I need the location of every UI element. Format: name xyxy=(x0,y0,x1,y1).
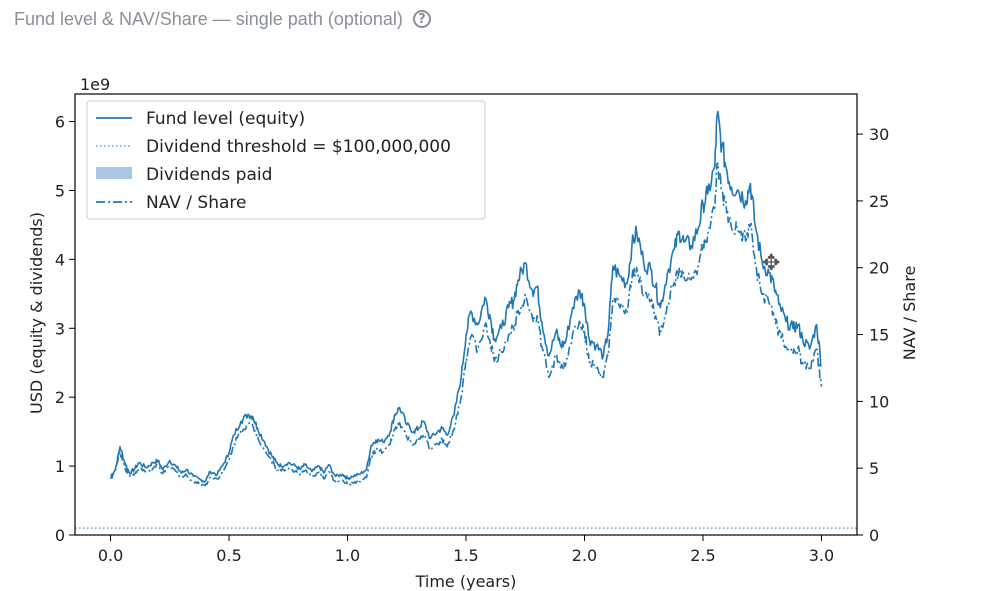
series-nav-share xyxy=(109,162,823,488)
legend-box xyxy=(86,100,486,220)
x-tick-label: 3.0 xyxy=(809,546,834,565)
y2-tick-label: 15 xyxy=(869,326,889,345)
x-tick-label: 0.0 xyxy=(98,546,123,565)
y-tick-label: 0 xyxy=(55,526,65,545)
caption-title: Fund level & NAV/Share — single path (op… xyxy=(14,8,403,29)
legend-label-threshold: Dividend threshold = $100,000,000 xyxy=(146,137,451,157)
y-tick-label: 2 xyxy=(55,388,65,407)
x-tick-label: 2.5 xyxy=(690,546,715,565)
y-axis-title: USD (equity & dividends) xyxy=(27,212,46,414)
y-tick-label: 5 xyxy=(55,181,65,200)
series-fund-level xyxy=(109,110,822,483)
y2-tick-label: 25 xyxy=(869,192,889,211)
x-axis-ticks: 0.0 0.5 1.0 1.5 2.0 2.5 3.0 xyxy=(98,535,834,565)
x-axis-title: Time (years) xyxy=(415,572,517,591)
legend-label-dividends: Dividends paid xyxy=(146,165,272,185)
y2-tick-label: 10 xyxy=(869,392,889,411)
y-axis-ticks: 0 1 2 3 4 5 6 xyxy=(55,113,75,545)
legend-swatch-dividends xyxy=(96,167,132,179)
x-tick-label: 1.5 xyxy=(453,546,478,565)
y-tick-label: 3 xyxy=(55,319,65,338)
y2-tick-label: 20 xyxy=(869,259,889,278)
plot-area xyxy=(75,110,857,529)
chart-caption: Fund level & NAV/Share — single path (op… xyxy=(14,6,431,32)
x-tick-label: 0.5 xyxy=(216,546,241,565)
question-circle-icon[interactable]: ? xyxy=(412,10,431,28)
y2-tick-label: 5 xyxy=(869,459,879,478)
offset-text: 1e9 xyxy=(80,75,110,94)
legend-label-nav-share: NAV / Share xyxy=(146,193,246,213)
y-tick-label: 4 xyxy=(55,250,65,269)
legend: Fund level (equity) Dividend threshold =… xyxy=(86,100,486,220)
legend-label-fund-level: Fund level (equity) xyxy=(146,109,305,129)
y2-tick-label: 0 xyxy=(869,526,879,545)
y-tick-label: 1 xyxy=(55,457,65,476)
y2-axis-title: NAV / Share xyxy=(900,266,919,361)
x-tick-label: 1.0 xyxy=(335,546,360,565)
y2-tick-label: 30 xyxy=(869,125,889,144)
y2-axis-ticks: 0 5 10 15 20 25 30 xyxy=(857,125,889,545)
y-tick-label: 6 xyxy=(55,113,65,132)
move-cursor-icon: ✥ xyxy=(762,251,780,276)
x-tick-label: 2.0 xyxy=(572,546,597,565)
